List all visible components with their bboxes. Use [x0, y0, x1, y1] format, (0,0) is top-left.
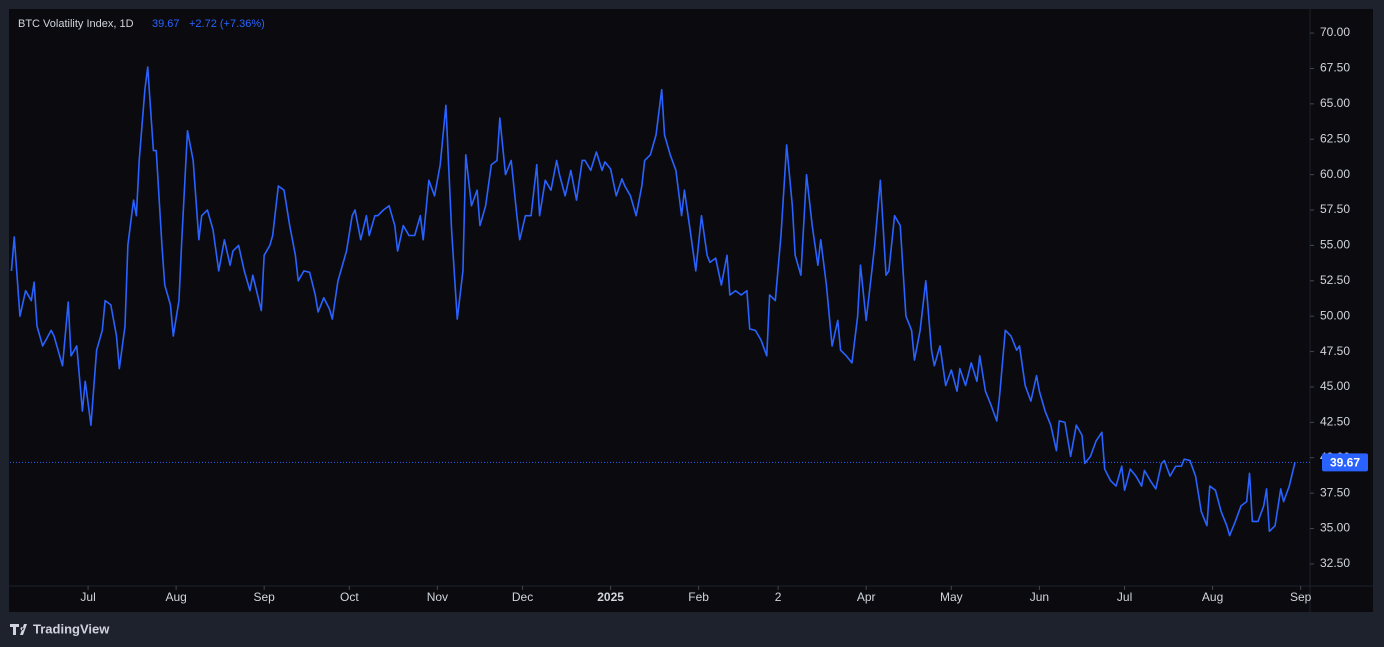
- x-tick-label: Nov: [427, 590, 448, 604]
- logo-icon: [10, 624, 27, 635]
- y-tick-label: 57.50: [1320, 202, 1350, 216]
- y-tick-label: 50.00: [1320, 308, 1350, 322]
- y-tick-label: 70.00: [1320, 25, 1350, 39]
- x-tick-label: 2025: [597, 590, 624, 604]
- y-tick-label: 47.50: [1320, 344, 1350, 358]
- x-tick-label: Feb: [688, 590, 709, 604]
- x-tick-label: Sep: [1290, 590, 1312, 604]
- y-tick-label: 55.00: [1320, 238, 1350, 252]
- x-tick-label: Dec: [512, 590, 533, 604]
- last-value: 39.67: [152, 18, 180, 30]
- y-tick-label: 62.50: [1320, 131, 1350, 145]
- x-tick-label: May: [940, 590, 963, 604]
- change: +2.72 (+7.36%): [189, 18, 265, 30]
- footer-text: TradingView: [33, 621, 110, 636]
- x-tick-label: Apr: [857, 590, 876, 604]
- last-value-tag: [1322, 453, 1368, 472]
- y-tick-label: 45.00: [1320, 379, 1350, 393]
- x-tick-label: Sep: [253, 590, 275, 604]
- last-value-label: 39.67: [1330, 456, 1360, 470]
- y-tick-label: 60.00: [1320, 167, 1350, 181]
- series-title: BTC Volatility Index, 1D: [18, 18, 134, 30]
- y-tick-label: 35.00: [1320, 521, 1350, 535]
- chart-pane: [9, 9, 1373, 612]
- footer-logo: TradingView: [10, 621, 110, 636]
- series-line: [10, 66, 1296, 537]
- y-tick-label: 42.50: [1320, 415, 1350, 429]
- x-tick-label: Oct: [340, 590, 359, 604]
- x-tick-label: Aug: [165, 590, 186, 604]
- x-tick-label: Jun: [1030, 590, 1049, 604]
- y-tick-label: 37.50: [1320, 485, 1350, 499]
- y-tick-label: 52.50: [1320, 273, 1350, 287]
- x-tick-label: Aug: [1202, 590, 1223, 604]
- x-tick-label: Jul: [1117, 590, 1132, 604]
- y-tick-label: 65.00: [1320, 96, 1350, 110]
- y-tick-label: 67.50: [1320, 61, 1350, 75]
- y-tick-label: 32.50: [1320, 556, 1350, 570]
- x-tick-label: Jul: [80, 590, 95, 604]
- x-tick-label: 2: [775, 590, 782, 604]
- marks: [10, 66, 1310, 537]
